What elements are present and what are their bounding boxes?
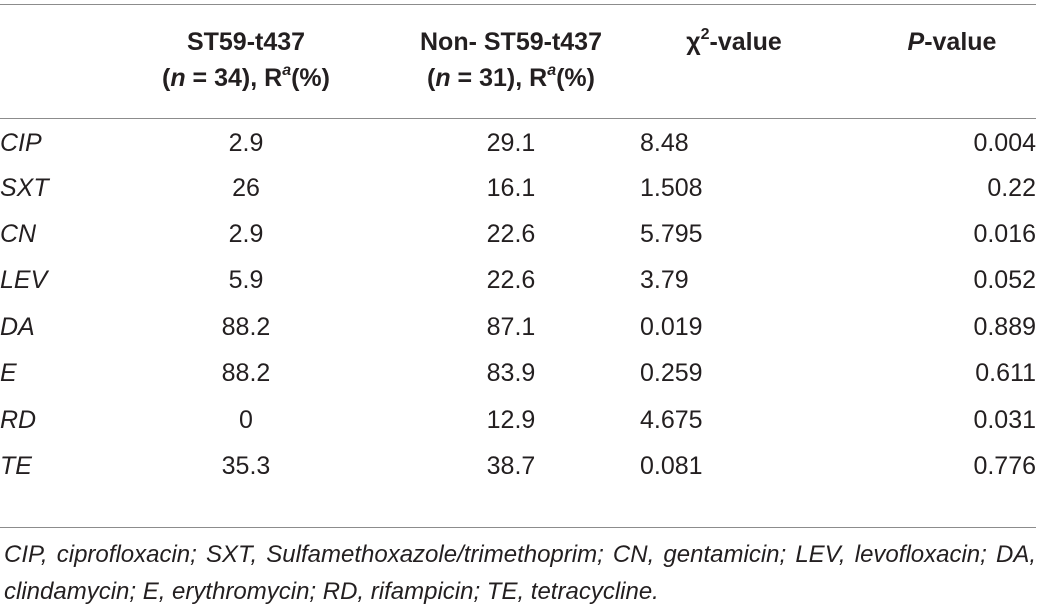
bottom-rule bbox=[0, 527, 1036, 528]
st59-resistance-cell: 5.9 bbox=[228, 266, 264, 295]
st59-resistance-cell: 0 bbox=[239, 405, 253, 434]
chi-square-cell: 3.79 bbox=[640, 266, 689, 295]
non-st59-resistance-cell: 87.1 bbox=[486, 312, 536, 341]
p-value-cell: 0.031 bbox=[973, 405, 1036, 434]
header-non-st59: Non- ST59-t437 (n = 31), Ra(%) bbox=[382, 0, 640, 118]
table-row: CIP 2.9 29.1 8.48 0.004 bbox=[0, 118, 1036, 164]
chi-square-cell: 8.48 bbox=[640, 129, 689, 158]
table-row: E 88.2 83.9 0.259 0.611 bbox=[0, 350, 1036, 396]
header-antibiotic bbox=[0, 0, 110, 118]
antibiotic-cell: TE bbox=[0, 451, 32, 480]
antibiotic-cell: RD bbox=[0, 405, 37, 434]
p-value-cell: 0.004 bbox=[973, 129, 1036, 158]
table-body: CIP 2.9 29.1 8.48 0.004 SXT 26 16.1 1.508 0.22 CN 2… bbox=[0, 118, 1036, 489]
header-st59: ST59-t437 (n = 34), Ra(%) bbox=[110, 0, 382, 118]
header-chi-square: χ2-value bbox=[686, 25, 782, 56]
st59-resistance-cell: 2.9 bbox=[228, 129, 264, 158]
header-non-st59-subtitle: (n = 31), Ra(%) bbox=[427, 61, 595, 92]
top-rule bbox=[0, 4, 1036, 5]
antibiotic-cell: E bbox=[0, 359, 17, 388]
p-value-cell: 0.611 bbox=[975, 359, 1036, 388]
p-value-cell: 0.889 bbox=[973, 312, 1036, 341]
antibiotic-cell: DA bbox=[0, 312, 35, 341]
header-p-value: P-value bbox=[907, 28, 997, 56]
header-st59-title: ST59-t437 bbox=[186, 28, 306, 56]
header-non-st59-title: Non- ST59-t437 bbox=[420, 28, 602, 56]
st59-resistance-cell: 2.9 bbox=[228, 219, 264, 248]
header-rule bbox=[0, 118, 1036, 119]
table-row: RD 0 12.9 4.675 0.031 bbox=[0, 396, 1036, 442]
chi-square-cell: 0.259 bbox=[640, 359, 703, 388]
antibiotic-cell: CN bbox=[0, 219, 37, 248]
st59-resistance-cell: 35.3 bbox=[221, 451, 271, 480]
p-value-cell: 0.016 bbox=[973, 219, 1036, 248]
table-row: TE 35.3 38.7 0.081 0.776 bbox=[0, 443, 1036, 489]
st59-resistance-cell: 88.2 bbox=[221, 359, 271, 388]
non-st59-resistance-cell: 29.1 bbox=[486, 129, 536, 158]
non-st59-resistance-cell: 83.9 bbox=[486, 359, 536, 388]
antibiotic-cell: CIP bbox=[0, 129, 42, 158]
header-row: ST59-t437 (n = 34), Ra(%) Non- ST59-t437… bbox=[0, 0, 1036, 118]
st59-resistance-cell: 88.2 bbox=[221, 312, 271, 341]
st59-resistance-cell: 26 bbox=[232, 173, 260, 202]
chi-square-cell: 4.675 bbox=[640, 405, 703, 434]
chi-square-cell: 0.019 bbox=[640, 312, 703, 341]
non-st59-resistance-cell: 22.6 bbox=[486, 266, 536, 295]
table-row: CN 2.9 22.6 5.795 0.016 bbox=[0, 211, 1036, 257]
resistance-comparison-table: ST59-t437 (n = 34), Ra(%) Non- ST59-t437… bbox=[0, 0, 1036, 489]
chi-square-cell: 5.795 bbox=[640, 219, 703, 248]
antibiotic-cell: SXT bbox=[0, 173, 49, 202]
p-value-cell: 0.776 bbox=[973, 451, 1036, 480]
non-st59-resistance-cell: 38.7 bbox=[486, 451, 536, 480]
chi-square-cell: 1.508 bbox=[640, 173, 703, 202]
p-value-cell: 0.052 bbox=[973, 266, 1036, 295]
table-row: SXT 26 16.1 1.508 0.22 bbox=[0, 164, 1036, 210]
non-st59-resistance-cell: 16.1 bbox=[486, 173, 536, 202]
table-row: LEV 5.9 22.6 3.79 0.052 bbox=[0, 257, 1036, 303]
p-value-cell: 0.22 bbox=[987, 173, 1036, 202]
table-row: DA 88.2 87.1 0.019 0.889 bbox=[0, 304, 1036, 350]
non-st59-resistance-cell: 22.6 bbox=[486, 219, 536, 248]
non-st59-resistance-cell: 12.9 bbox=[486, 405, 536, 434]
chi-square-cell: 0.081 bbox=[640, 451, 703, 480]
table-footnote: CIP, ciprofloxacin; SXT, Sulfamethoxazol… bbox=[4, 541, 1036, 605]
antibiotic-cell: LEV bbox=[0, 266, 48, 295]
header-st59-subtitle: (n = 34), Ra(%) bbox=[162, 61, 330, 92]
